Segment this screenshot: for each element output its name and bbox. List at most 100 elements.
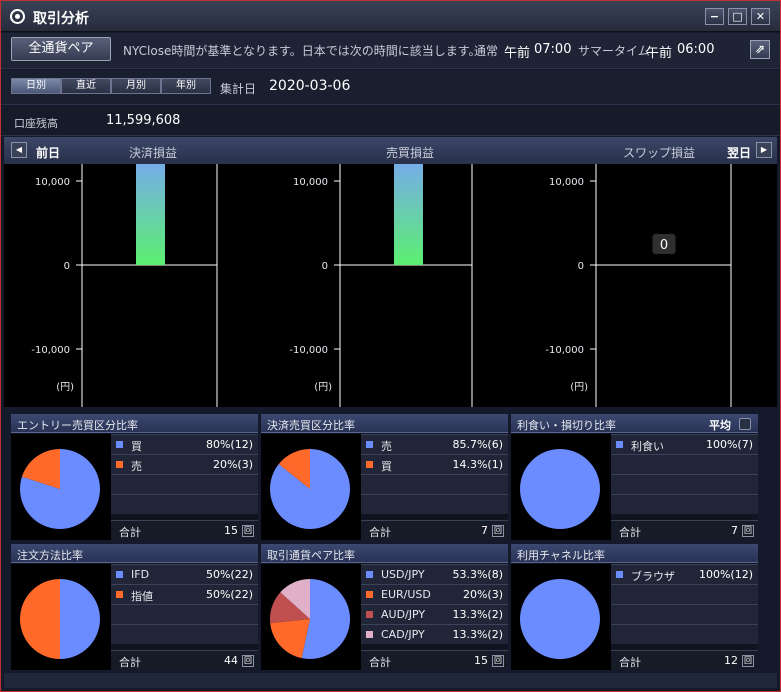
pl-charts: 20,00010,0000-10,000-20,000(円)14,36220,0… (4, 93, 777, 440)
pie-slice (20, 579, 60, 659)
legend-name: AUD/JPY (381, 608, 426, 621)
data-label: 0 (660, 238, 668, 253)
summer-ampm: 午前 (646, 46, 673, 61)
legend-swatch (116, 461, 123, 468)
legend-item: CAD/JPY 13.3%(2) (361, 624, 508, 644)
panel-title-text: エントリー売買区分比率 (17, 419, 138, 432)
panel-channel: 利用チャネル比率 ブラウザ 100%(12) 合計 12 回 (511, 544, 758, 670)
legend-item: USD/JPY 53.3%(8) (361, 564, 508, 584)
minimize-button[interactable]: − (705, 8, 724, 25)
panel-title: 利食い・損切り比率 (511, 414, 758, 433)
y-tick-label: 0 (64, 261, 70, 272)
next-day-label[interactable]: 翌日 (727, 146, 752, 160)
tab-yearly[interactable]: 年別 (161, 78, 211, 94)
panel-profit-loss: 利食い・損切り比率 平均 利食い 100%(7) 合計 7 回 (511, 414, 758, 540)
y-tick-label: 10,000 (35, 177, 70, 188)
unit-label: (円) (56, 382, 74, 393)
unit-badge: 回 (242, 655, 254, 667)
panel-title: 決済売買区分比率 (261, 414, 508, 433)
legend-empty (611, 454, 758, 474)
chart-header (4, 137, 777, 164)
channel-pie (511, 564, 611, 670)
normal-ampm: 午前 (504, 46, 531, 61)
legend-empty (611, 584, 758, 604)
y-tick-label: -10,000 (289, 345, 328, 356)
balance-value: 11,599,608 (106, 113, 181, 128)
prev-day-label[interactable]: 前日 (36, 146, 61, 160)
total-label: 合計 (119, 656, 141, 669)
y-tick-label: -10,000 (545, 345, 584, 356)
next-day-icon[interactable]: ▶ (756, 142, 772, 158)
unit-label: (円) (314, 382, 332, 393)
pie-slice (301, 579, 351, 659)
pie-slice (270, 592, 310, 624)
popout-icon[interactable]: ⇗ (750, 40, 770, 59)
unit-label: (円) (570, 382, 588, 393)
legend-rows: USD/JPY 53.3%(8) EUR/USD 20%(3) AUD/JPY 13.… (361, 564, 508, 670)
restore-button[interactable]: □ (728, 8, 747, 25)
legend-empty (111, 494, 258, 514)
panel-title-text: 注文方法比率 (17, 549, 83, 562)
panel-settle-side: 決済売買区分比率 売 85.7%(6) 買 14.3%(1) 合計 7 回 (261, 414, 508, 540)
tab-recent[interactable]: 直近 (61, 78, 111, 94)
y-tick-label: -10,000 (31, 345, 70, 356)
legend-item: 利食い 100%(7) (611, 434, 758, 454)
legend-name: 利食い (631, 440, 664, 453)
app-logo-icon (10, 9, 25, 24)
legend-name: 買 (131, 440, 142, 453)
panel-title: 取引通貨ペア比率 (261, 544, 508, 563)
window-title: 取引分析 (33, 11, 89, 27)
y-tick-label: 10,000 (293, 177, 328, 188)
total-row: 合計 7 回 (611, 520, 758, 540)
legend-item: AUD/JPY 13.3%(2) (361, 604, 508, 624)
legend-item: 売 20%(3) (111, 454, 258, 474)
legend-empty (611, 474, 758, 494)
legend-item: IFD 50%(22) (111, 564, 258, 584)
total-label: 合計 (369, 526, 391, 539)
total-row: 合計 44 回 (111, 650, 258, 670)
panel-order-method: 注文方法比率 IFD 50%(22) 指値 50%(22) 合計 44 回 (11, 544, 258, 670)
currency-pair-button[interactable]: 全通貨ペア (11, 37, 111, 61)
unit-badge: 回 (492, 655, 504, 667)
legend-pct: 53.3%(8) (452, 568, 503, 581)
y-tick-label: 0 (578, 261, 584, 272)
tab-daily[interactable]: 日別 (11, 78, 61, 94)
close-button[interactable]: ✕ (751, 8, 770, 25)
legend-name: EUR/USD (381, 588, 431, 601)
legend-item: 売 85.7%(6) (361, 434, 508, 454)
legend-pct: 100%(7) (705, 438, 753, 451)
legend-rows: 売 85.7%(6) 買 14.3%(1) 合計 7 回 (361, 434, 508, 540)
legend-item: 指値 50%(22) (111, 584, 258, 604)
tab-monthly[interactable]: 月別 (111, 78, 161, 94)
total-row: 合計 15 回 (361, 650, 508, 670)
pl-chart-svg: 20,00010,0000-10,000-20,000(円)14,36220,0… (31, 93, 732, 440)
legend-empty (111, 604, 258, 624)
total-label: 合計 (119, 526, 141, 539)
total-value: 44 (224, 654, 238, 667)
average-checkbox[interactable] (739, 418, 751, 430)
panel-title: エントリー売買区分比率 (11, 414, 258, 433)
total-value: 15 (224, 524, 238, 537)
balance-label: 口座残高 (14, 117, 58, 130)
legend-rows: ブラウザ 100%(12) 合計 12 回 (611, 564, 758, 670)
legend-name: USD/JPY (381, 568, 425, 581)
unit-badge: 回 (242, 525, 254, 537)
normal-time-label: 通常 (474, 44, 499, 58)
average-label: 平均 (709, 419, 731, 432)
legend-empty (361, 474, 508, 494)
title-bar[interactable]: 取引分析 − □ ✕ (1, 1, 780, 32)
unit-badge: 回 (742, 525, 754, 537)
panel-title-text: 取引通貨ペア比率 (267, 549, 355, 562)
legend-empty (111, 624, 258, 644)
toolbar (1, 33, 780, 69)
legend-pct: 13.3%(2) (452, 628, 503, 641)
prev-day-icon[interactable]: ◀ (11, 142, 27, 158)
trade-pl-header: 売買損益 (386, 146, 435, 160)
total-value: 7 (481, 524, 488, 537)
legend-rows: 利食い 100%(7) 合計 7 回 (611, 434, 758, 540)
legend-name: 売 (131, 460, 142, 473)
summer-time: 06:00 (677, 42, 715, 57)
legend-rows: IFD 50%(22) 指値 50%(22) 合計 44 回 (111, 564, 258, 670)
legend-name: 買 (381, 460, 392, 473)
